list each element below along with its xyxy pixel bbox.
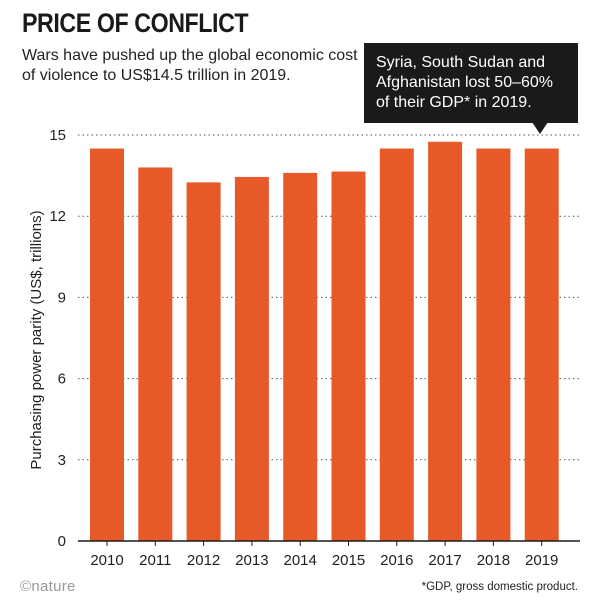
callout-box: Syria, South Sudan and Afghanistan lost …: [364, 43, 578, 123]
y-tick-label: 0: [58, 533, 66, 550]
x-tick-label: 2010: [90, 552, 123, 569]
x-tick-label: 2014: [284, 552, 317, 569]
bars: [90, 141, 559, 542]
bar-2017: [428, 141, 463, 541]
x-tick-label: 2011: [139, 552, 171, 569]
bar-2016: [379, 148, 414, 542]
bar-2010: [90, 148, 124, 542]
callout-pointer: [532, 122, 548, 134]
y-ticks: 0 3 6 9 12 15: [49, 127, 66, 550]
y-tick-label: 12: [49, 208, 66, 225]
x-tick-label: 2018: [477, 552, 510, 569]
footnote: *GDP, gross domestic product.: [421, 581, 578, 593]
x-ticks: 2010 2011 2012 2013 2014 2015 2016 2017 2018 2019: [90, 541, 558, 569]
y-tick-label: 6: [58, 371, 66, 388]
chart-subtitle: Wars have pushed up the global economic …: [22, 47, 358, 84]
x-tick-label: 2012: [187, 552, 220, 569]
chart-title: PRICE OF CONFLICT: [22, 8, 249, 38]
bar-2018: [476, 148, 511, 542]
x-tick-label: 2013: [235, 552, 268, 569]
bar-2011: [138, 167, 173, 542]
x-tick-label: 2017: [428, 552, 461, 569]
bar-2015: [331, 171, 366, 542]
x-tick-label: 2015: [332, 552, 365, 569]
bar-2012: [186, 182, 221, 541]
bar-2014: [283, 172, 318, 542]
bar-2019: [524, 148, 559, 542]
x-tick-label: 2016: [380, 552, 413, 569]
y-tick-label: 3: [58, 452, 66, 469]
y-tick-label: 9: [58, 289, 66, 306]
y-tick-label: 15: [49, 127, 66, 144]
nature-logo: ©nature: [20, 578, 76, 595]
x-tick-label: 2019: [525, 552, 558, 569]
bar-2013: [234, 176, 269, 541]
